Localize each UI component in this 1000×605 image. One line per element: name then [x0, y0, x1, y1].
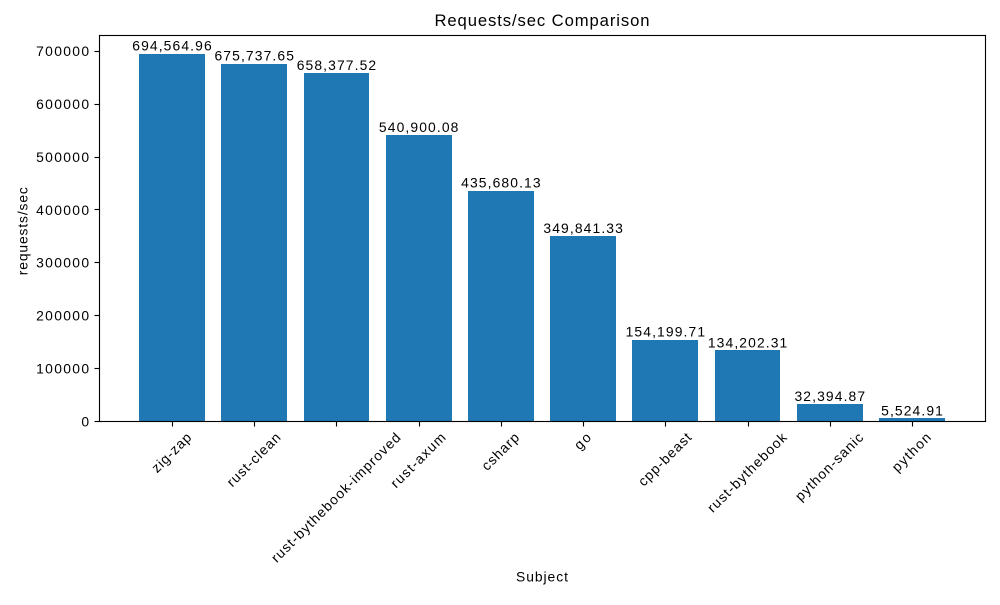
svg-text:540,900.08: 540,900.08: [379, 119, 460, 135]
svg-text:600000: 600000: [36, 96, 90, 112]
svg-text:435,680.13: 435,680.13: [461, 175, 542, 191]
svg-text:Subject: Subject: [516, 568, 569, 584]
svg-text:Requests/sec Comparison: Requests/sec Comparison: [434, 11, 650, 30]
svg-text:32,394.87: 32,394.87: [794, 388, 866, 404]
svg-text:658,377.52: 658,377.52: [297, 57, 378, 73]
svg-text:5,524.91: 5,524.91: [881, 402, 944, 418]
svg-text:154,199.71: 154,199.71: [626, 324, 707, 340]
svg-text:300000: 300000: [36, 255, 90, 271]
svg-text:700000: 700000: [36, 43, 90, 59]
svg-text:500000: 500000: [36, 149, 90, 165]
svg-text:134,202.31: 134,202.31: [708, 334, 789, 350]
svg-text:675,737.65: 675,737.65: [214, 48, 295, 64]
svg-text:requests/sec: requests/sec: [15, 186, 31, 275]
svg-text:349,841.33: 349,841.33: [543, 220, 624, 236]
svg-text:200000: 200000: [36, 308, 90, 324]
svg-text:400000: 400000: [36, 202, 90, 218]
svg-text:694,564.96: 694,564.96: [132, 38, 213, 54]
svg-text:0: 0: [81, 413, 89, 429]
svg-text:100000: 100000: [36, 361, 90, 377]
